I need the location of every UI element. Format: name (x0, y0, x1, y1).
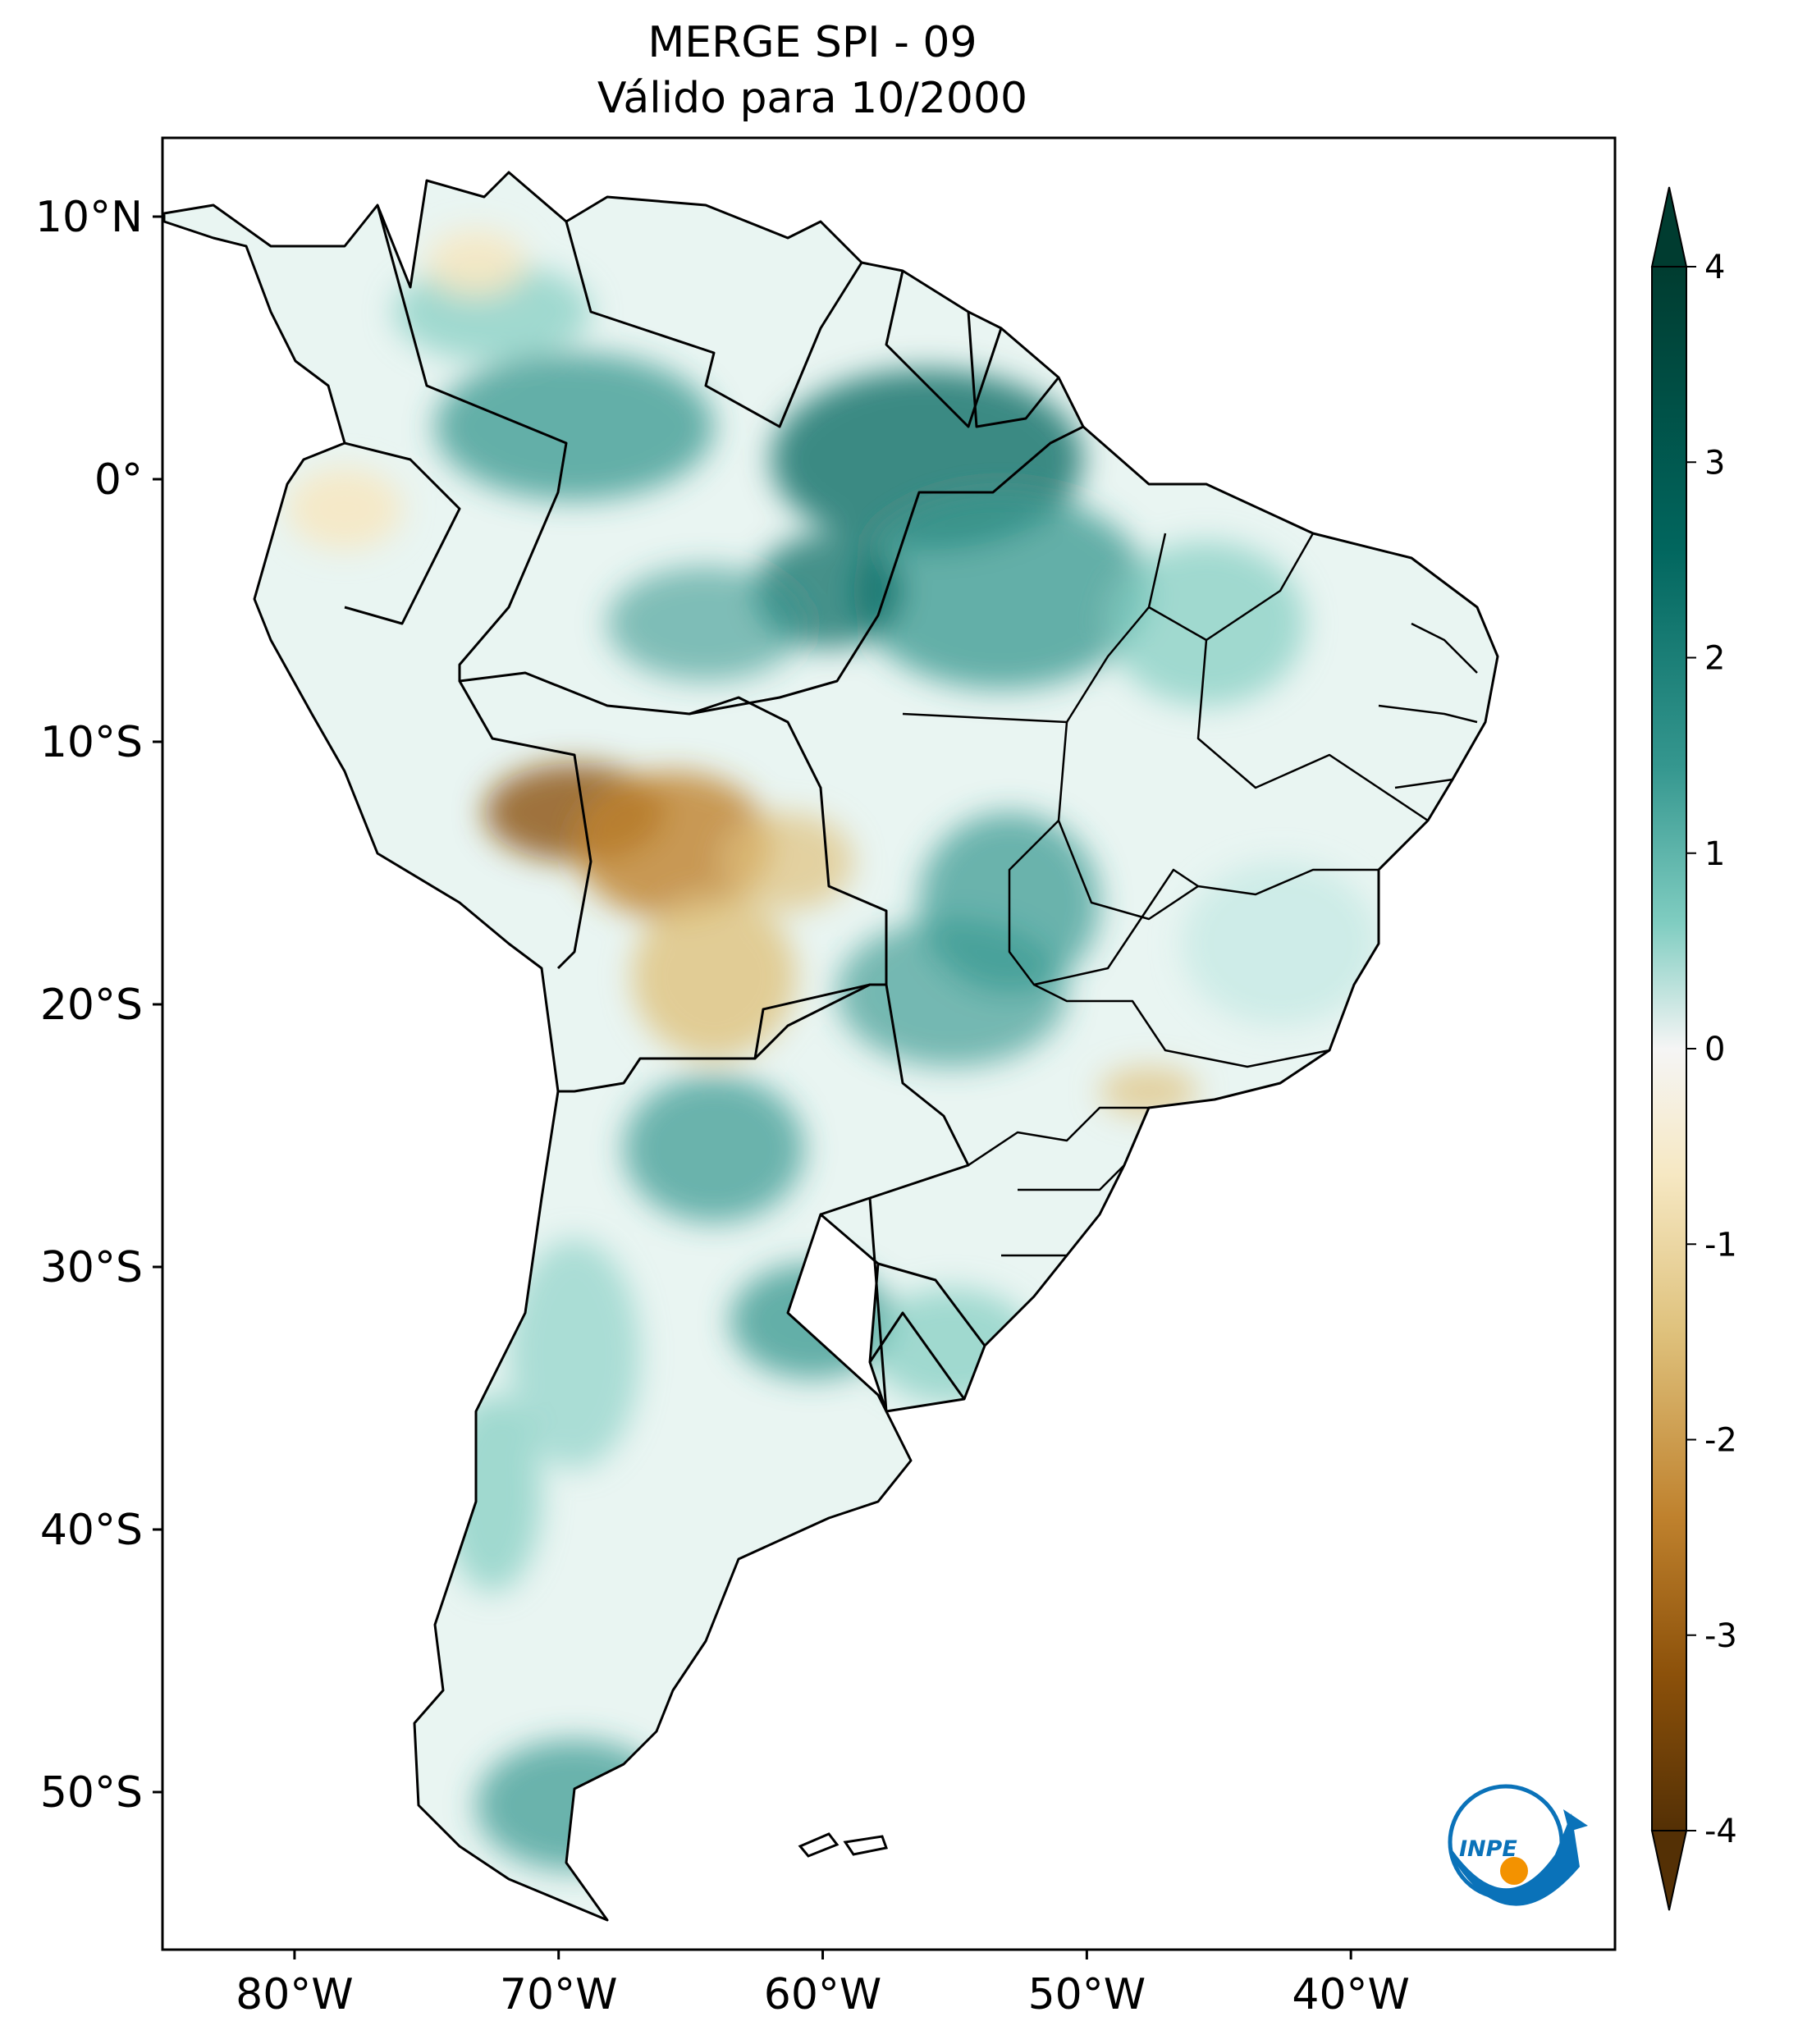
colorbar-tick-label: -1 (1704, 1226, 1737, 1264)
logo-arrow-icon (1563, 1809, 1588, 1831)
map-subtitle: Válido para 10/2000 (597, 74, 1028, 123)
colorbar-tick-label: -2 (1704, 1422, 1737, 1460)
map-frame (161, 136, 1617, 1951)
colorbar-tick-label: 1 (1704, 835, 1725, 873)
state-borders (902, 533, 1478, 1257)
colorbar-tick-label: 3 (1704, 444, 1725, 482)
lat-tick-label: 10°S (40, 718, 143, 767)
colorbar-bar (1651, 266, 1687, 1831)
lon-tick-label: 60°W (764, 1970, 882, 2019)
map-axes: 80°W 70°W 60°W 50°W 40°W 10°N 0° 10°S 20°S 30°S 40… (35, 193, 1410, 2019)
colorbar-ticks: 4 3 2 1 0 -1 -2 -3 -4 (1686, 249, 1737, 1850)
lat-tick-label: 30°S (40, 1243, 143, 1292)
colorbar-tick-label: -3 (1704, 1617, 1737, 1655)
colorbar-tick-label: -4 (1704, 1813, 1737, 1850)
map-title: MERGE SPI - 09 (647, 18, 977, 67)
colorbar-tick-label: 0 (1704, 1031, 1725, 1068)
map-area (162, 138, 1615, 1950)
lon-tick-label: 40°W (1292, 1970, 1410, 2019)
country-borders (344, 204, 1084, 1412)
logo-text: INPE (1459, 1836, 1517, 1862)
lat-tick-label: 10°N (35, 193, 143, 242)
colorbar-tick-label: 2 (1704, 640, 1725, 678)
falkland-islands (798, 1832, 888, 1858)
colorbar-extend-min (1650, 1830, 1688, 1911)
lat-tick-label: 0° (94, 455, 143, 505)
lat-tick-label: 20°S (40, 981, 143, 1030)
lon-tick-label: 80°W (236, 1970, 354, 2019)
lat-tick-label: 40°S (40, 1506, 143, 1555)
inpe-logo: INPE (1448, 1784, 1588, 1906)
lat-tick-label: 50°S (40, 1768, 143, 1818)
lon-tick-label: 70°W (500, 1970, 618, 2019)
colorbar: 4 3 2 1 0 -1 -2 -3 -4 (1650, 186, 1737, 1911)
lon-tick-label: 50°W (1028, 1970, 1146, 2019)
colorbar-tick-label: 4 (1704, 249, 1725, 286)
logo-sun (1500, 1857, 1528, 1885)
colorbar-extend-max (1650, 186, 1688, 268)
logo-swoosh (1453, 1813, 1580, 1906)
